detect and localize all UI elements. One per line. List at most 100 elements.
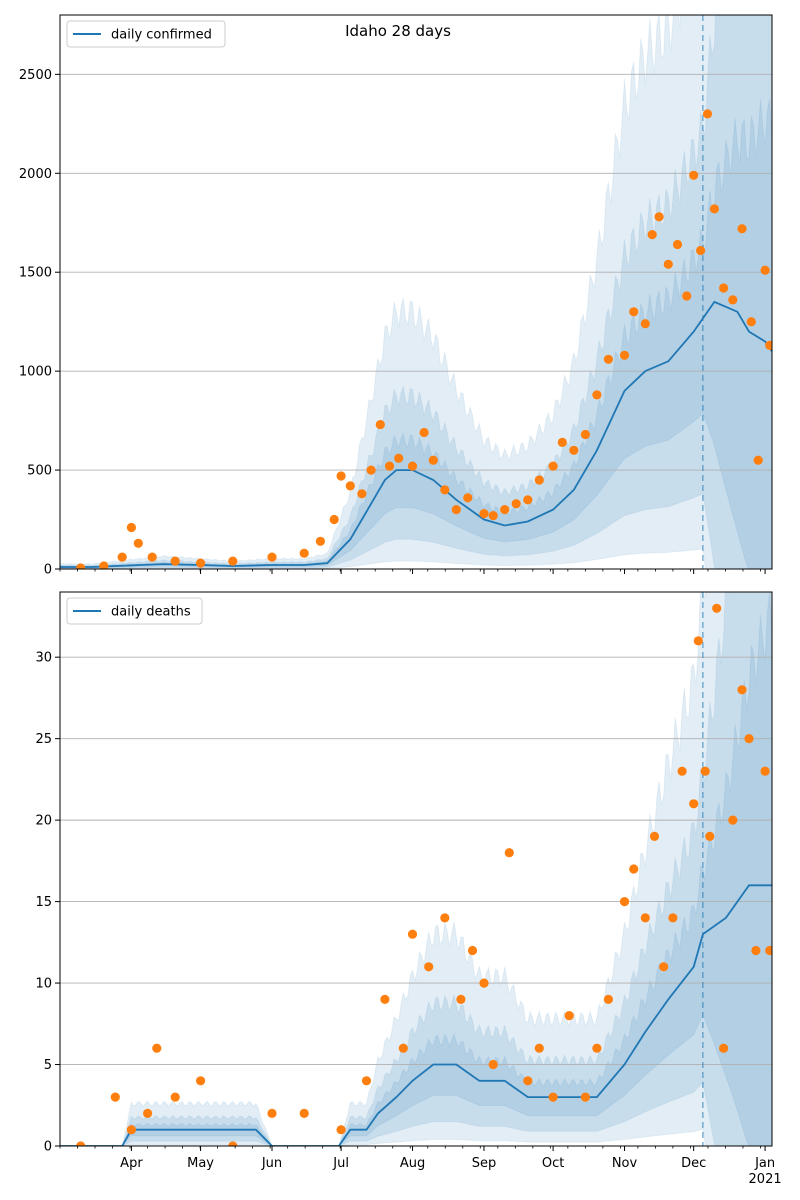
observed-point-confirmed: [336, 471, 346, 481]
observed-point-confirmed: [299, 548, 309, 558]
observed-point-deaths: [705, 831, 715, 842]
observed-point-deaths: [361, 1076, 372, 1086]
observed-point-deaths: [668, 913, 678, 923]
observed-point-deaths: [488, 1059, 498, 1070]
ytick-label: 1500: [19, 266, 52, 281]
ytick-label: 2500: [19, 68, 52, 83]
deaths-legend: daily deaths: [66, 597, 203, 625]
observed-point-deaths: [196, 1076, 206, 1086]
observed-point-confirmed: [463, 493, 473, 503]
observed-point-deaths: [76, 1141, 86, 1146]
observed-point-deaths: [126, 1125, 136, 1135]
observed-point-deaths: [744, 734, 754, 744]
ytick-label: 2000: [19, 167, 52, 182]
observed-point-confirmed: [709, 204, 720, 214]
observed-point-deaths: [693, 636, 703, 646]
observed-point-confirmed: [760, 265, 770, 275]
observed-point-deaths: [751, 945, 761, 956]
observed-point-confirmed: [753, 455, 763, 465]
observed-point-confirmed: [765, 340, 772, 350]
observed-point-confirmed: [419, 427, 429, 438]
observed-point-confirmed: [654, 212, 664, 222]
ytick-label: 500: [27, 464, 52, 479]
panel-confirmed: 0 500 1000 1500 2000 2500 Idaho 28 days daily…: [19, 14, 773, 578]
observed-point-deaths: [380, 994, 390, 1005]
observed-point-confirmed: [534, 475, 544, 485]
xtick-label: Jun: [261, 1156, 282, 1171]
observed-point-deaths: [603, 994, 614, 1005]
observed-point-confirmed: [479, 508, 489, 519]
observed-point-deaths: [152, 1043, 162, 1053]
ytick-label: 25: [35, 732, 52, 747]
xtick-label: May: [187, 1156, 214, 1171]
observed-point-deaths: [677, 766, 687, 776]
observed-point-deaths: [479, 978, 489, 988]
observed-point-confirmed: [603, 354, 614, 364]
chart-title: Idaho 28 days: [345, 22, 451, 40]
uncertainty-band-2: [60, 592, 772, 1146]
observed-point-confirmed: [394, 453, 404, 463]
observed-point-deaths: [407, 929, 418, 939]
observed-point-deaths: [170, 1092, 180, 1102]
legend-label-deaths: daily deaths: [111, 605, 191, 620]
observed-point-deaths: [228, 1141, 238, 1146]
uncertainty-band-2: [60, 15, 772, 569]
observed-point-confirmed: [357, 489, 367, 499]
uncertainty-band-1: [60, 592, 772, 1146]
observed-point-confirmed: [640, 319, 650, 329]
observed-point-deaths: [700, 766, 710, 776]
xtick-label: Nov: [612, 1156, 638, 1171]
observed-point-deaths: [592, 1043, 602, 1053]
observed-point-confirmed: [619, 350, 630, 360]
observed-point-confirmed: [428, 455, 438, 465]
legend-box: [66, 597, 203, 625]
observed-point-confirmed: [117, 552, 127, 562]
observed-point-confirmed: [267, 552, 277, 562]
observed-point-confirmed: [99, 561, 109, 569]
legend-box: [66, 20, 226, 48]
observed-point-confirmed: [737, 224, 747, 234]
observed-point-confirmed: [345, 481, 355, 491]
observed-point-deaths: [467, 945, 478, 956]
observed-point-deaths: [640, 913, 650, 923]
xtick-label: Sep: [472, 1156, 497, 1171]
observed-point-confirmed: [746, 317, 756, 327]
observed-point-deaths: [440, 913, 450, 923]
xtick-label: Jan: [754, 1156, 775, 1171]
observed-point-deaths: [629, 864, 639, 874]
observed-point-deaths: [504, 848, 514, 858]
ytick-label: 10: [35, 977, 52, 992]
observed-point-confirmed: [592, 390, 602, 400]
observed-point-confirmed: [407, 461, 418, 471]
observed-point-confirmed: [580, 429, 591, 440]
ytick-label: 0: [44, 1140, 52, 1155]
legend-label-confirmed: daily confirmed: [111, 28, 212, 43]
confirmed-axis-ticks: 0 500 1000 1500 2000 2500: [19, 68, 766, 578]
observed-point-confirmed: [629, 307, 639, 317]
deaths-uncertainty-bands: [60, 592, 772, 1146]
xtick-label: Aug: [400, 1156, 425, 1171]
observed-point-confirmed: [719, 283, 729, 293]
observed-point-deaths: [456, 994, 466, 1005]
observed-point-deaths: [712, 603, 722, 613]
observed-point-confirmed: [366, 465, 376, 475]
observed-point-deaths: [564, 1011, 574, 1021]
observed-point-deaths: [689, 799, 699, 809]
confirmed-axes-frame: [59, 14, 773, 570]
observed-point-confirmed: [548, 461, 558, 471]
observed-point-deaths: [267, 1108, 277, 1118]
observed-point-deaths: [299, 1108, 309, 1118]
observed-point-confirmed: [228, 556, 238, 566]
observed-point-deaths: [619, 897, 630, 907]
xtick-label: Apr: [120, 1156, 143, 1171]
observed-point-deaths: [110, 1092, 120, 1102]
observed-point-confirmed: [196, 558, 206, 568]
confirmed-legend: daily confirmed: [66, 20, 226, 48]
confirmed-marks: [60, 15, 772, 569]
observed-point-confirmed: [133, 538, 143, 548]
observed-point-confirmed: [315, 536, 325, 546]
deaths-marks: [60, 592, 772, 1146]
observed-point-deaths: [649, 831, 660, 842]
observed-point-deaths: [765, 945, 772, 956]
